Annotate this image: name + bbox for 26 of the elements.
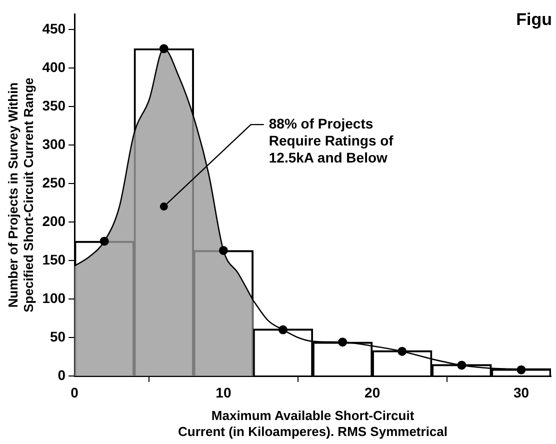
x-axis-title: Maximum Available Short-Circuit Current (in Kiloamperes). RMS Symmetrical: [178, 408, 448, 439]
y-tick-label: 50: [50, 328, 66, 344]
point: [457, 360, 466, 370]
y-tick-label: 200: [42, 212, 66, 229]
y-tick-label: 400: [42, 58, 66, 75]
y-tick-label: 100: [42, 290, 66, 306]
point: [100, 236, 109, 246]
point: [338, 338, 348, 347]
y-tick-label: 0: [58, 366, 66, 383]
chart-title: Figu: [516, 10, 552, 30]
point: [278, 325, 288, 334]
y-tick-label: 450: [42, 20, 66, 36]
x-tick-label: 30: [513, 384, 530, 400]
point: [159, 44, 168, 54]
point: [218, 246, 228, 255]
x-tick-label: 20: [364, 384, 380, 400]
y-tick-label: 300: [42, 136, 66, 152]
y-axis-title: Number of Projects in Survey Within Specified Short-Circuit Current Range: [5, 78, 36, 312]
x-tick-label: 10: [216, 384, 232, 400]
x-tick-label: 0: [70, 384, 79, 400]
point: [516, 365, 526, 374]
y-tick-label: 250: [42, 174, 66, 190]
annotation: 88% of Projects Require Ratings of 12.5kA and Below: [268, 115, 394, 166]
point: [398, 346, 407, 356]
y-tick-label: 350: [42, 97, 66, 114]
y-tick-label: 150: [42, 251, 66, 268]
